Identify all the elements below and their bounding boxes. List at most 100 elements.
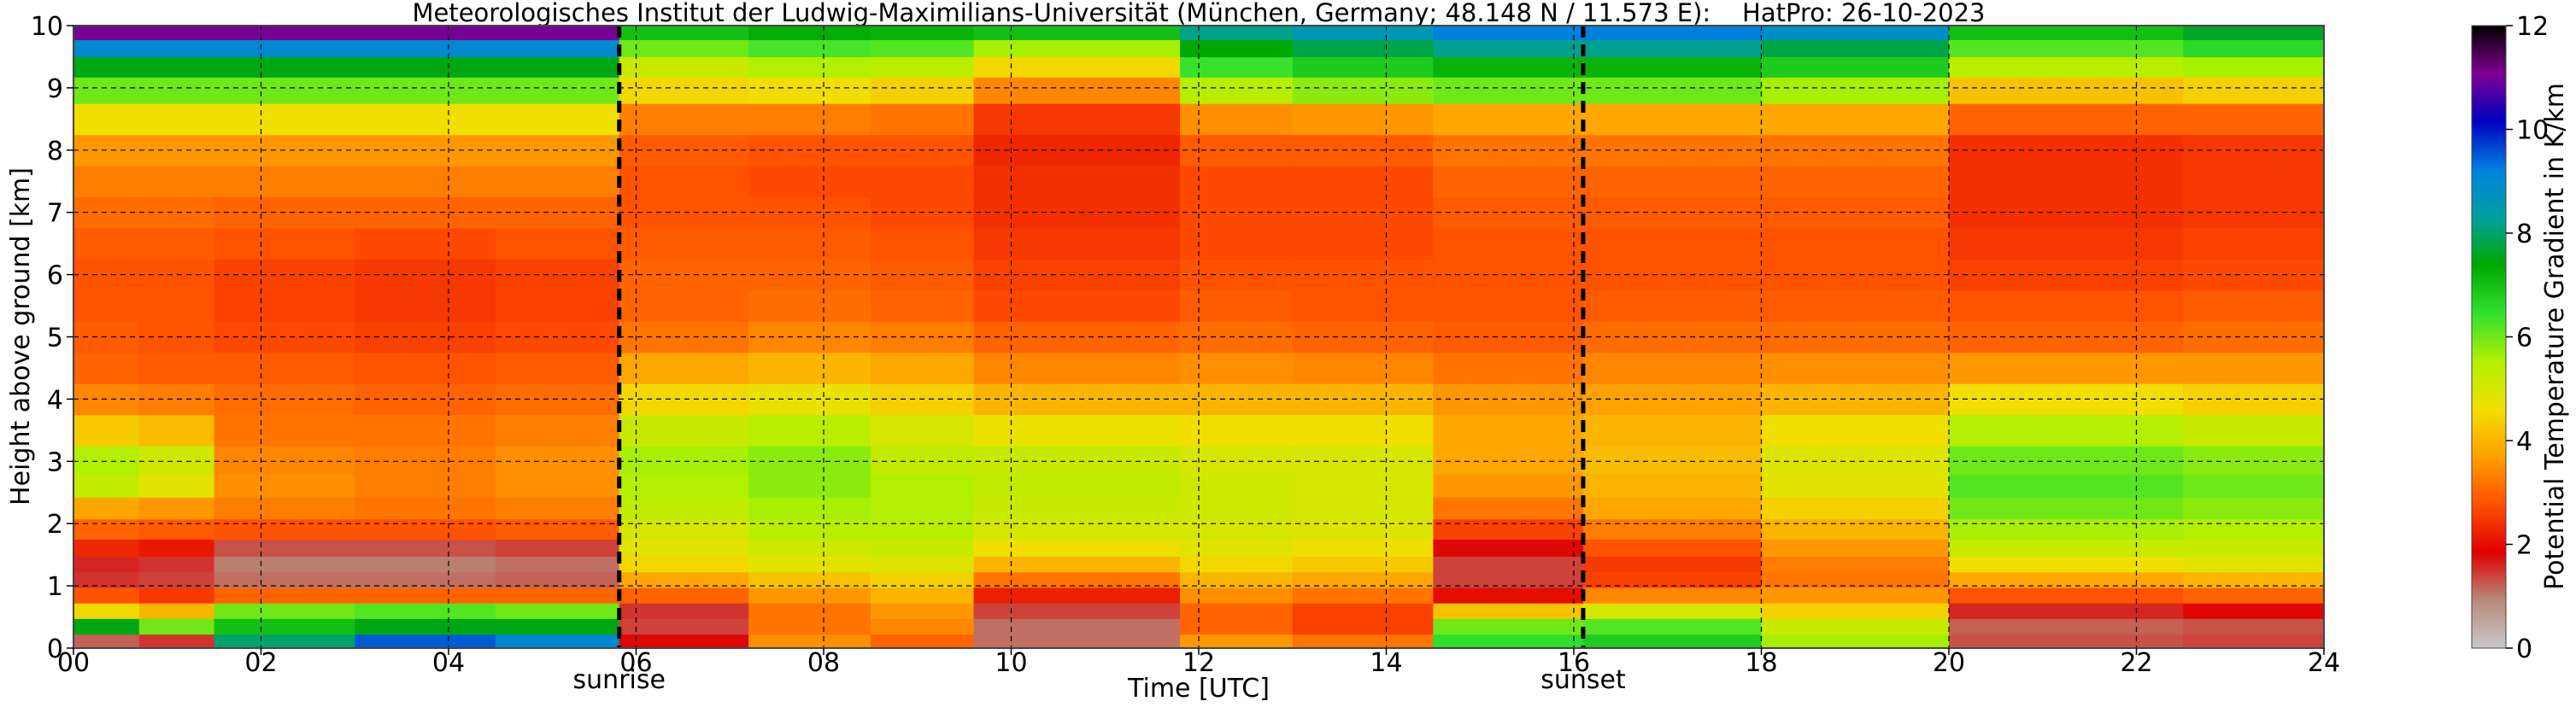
heatmap-cell	[973, 634, 1181, 648]
heatmap-cell	[214, 56, 355, 78]
heatmap-cell	[73, 352, 140, 384]
heatmap-cell	[73, 414, 140, 447]
heatmap-cell	[2183, 414, 2324, 447]
event-label: sunrise	[573, 665, 666, 695]
x-tick-label: 00	[57, 648, 90, 678]
heatmap-cell	[870, 56, 975, 78]
x-tick-label: 24	[2308, 648, 2340, 678]
heatmap-cell	[495, 518, 620, 540]
heatmap-cell	[1292, 39, 1434, 57]
heatmap-cell	[355, 603, 496, 619]
heatmap-cell	[214, 634, 355, 648]
y-tick-label: 7	[47, 199, 63, 229]
heatmap-cell	[2183, 103, 2324, 136]
heatmap-cell	[748, 571, 871, 588]
heatmap-cell	[870, 77, 975, 104]
heatmap-cell	[973, 352, 1181, 384]
heatmap-cell	[1949, 634, 2184, 648]
heatmap-cell	[495, 227, 620, 260]
heatmap-cell	[495, 556, 620, 573]
heatmap-cell	[1761, 497, 1950, 520]
heatmap-cell	[1292, 587, 1434, 604]
y-tick-label: 2	[47, 510, 63, 540]
heatmap-cell	[214, 473, 355, 498]
heatmap-cell	[1433, 603, 1584, 619]
heatmap-cell	[1180, 166, 1294, 198]
heatmap-cell	[1292, 26, 1434, 40]
heatmap-cell	[1949, 352, 2184, 384]
heatmap-cell	[214, 446, 355, 475]
heatmap-cell	[619, 166, 749, 198]
heatmap-cell	[1949, 26, 2184, 40]
heatmap-cell	[355, 103, 496, 136]
heatmap-cell	[1949, 587, 2184, 604]
heatmap-cell	[138, 227, 215, 260]
heatmap-cell	[748, 166, 871, 198]
heatmap-cell	[1180, 446, 1294, 475]
heatmap-cell	[748, 556, 871, 573]
heatmap-cell	[1180, 39, 1294, 57]
heatmap-cell	[1292, 56, 1434, 78]
heatmap-cell	[138, 571, 215, 588]
heatmap-cell	[619, 289, 749, 322]
heatmap-cell	[1761, 289, 1950, 322]
heatmap-cell	[748, 56, 871, 78]
heatmap-cell	[1949, 618, 2184, 635]
heatmap-cell	[355, 77, 496, 104]
heatmap-cell	[1180, 618, 1294, 635]
x-axis-ticks: 00 02 04 06 08 10 12 14 16 18 20 22 24	[57, 648, 2340, 678]
y-tick-label: 4	[47, 385, 63, 415]
heatmap-cell	[2183, 571, 2324, 588]
heatmap-cell	[1583, 571, 1763, 588]
x-axis-label: Time [UTC]	[1127, 674, 1270, 704]
colorbar-gradient	[2471, 25, 2507, 649]
heatmap-cell	[619, 414, 749, 447]
heatmap-cell	[355, 539, 496, 557]
heatmap-cell	[973, 39, 1181, 57]
heatmap-cell	[73, 603, 140, 619]
heatmap-cell	[138, 497, 215, 520]
heatmap-cell	[1180, 289, 1294, 322]
heatmap-cell	[1433, 26, 1584, 40]
heatmap-cell	[495, 103, 620, 136]
heatmap-cell	[973, 446, 1181, 475]
heatmap-cell	[619, 634, 749, 648]
heatmap-cell	[870, 556, 975, 573]
heatmap-cell	[870, 618, 975, 635]
heatmap-cell	[973, 618, 1181, 635]
heatmap-cell	[1583, 518, 1763, 540]
heatmap-cell	[1292, 539, 1434, 557]
heatmap-cell	[2183, 321, 2324, 354]
heatmap-cell	[619, 77, 749, 104]
heatmap-cell	[2183, 383, 2324, 416]
heatmap-cell	[1292, 352, 1434, 384]
heatmap-cell	[870, 166, 975, 198]
heatmap-cell	[1583, 473, 1763, 498]
heatmap-cell	[973, 56, 1181, 78]
heatmap-cell	[138, 166, 215, 198]
heatmap-cell	[1761, 603, 1950, 619]
heatmap-cell	[1761, 321, 1950, 354]
x-tick-label: 20	[1933, 648, 1965, 678]
heatmap-cell	[1583, 352, 1763, 384]
heatmap-cell	[1433, 587, 1584, 604]
heatmap-cell	[138, 539, 215, 557]
heatmap-cell	[355, 446, 496, 475]
heatmap-cell	[1761, 196, 1950, 229]
heatmap-cell	[1761, 259, 1950, 291]
heatmap-cell	[1761, 352, 1950, 384]
heatmap-cell	[73, 26, 140, 40]
heatmap-cell	[1949, 414, 2184, 447]
heatmap-cell	[1433, 539, 1584, 557]
heatmap-cell	[138, 39, 215, 57]
heatmap-cell	[1761, 556, 1950, 573]
heatmap-cell	[1949, 446, 2184, 475]
heatmap-cell	[1583, 556, 1763, 573]
heatmap-cell	[1761, 77, 1950, 104]
heatmap-cell	[2183, 352, 2324, 384]
heatmap-cell	[1433, 497, 1584, 520]
heatmap-cell	[619, 446, 749, 475]
heatmap-cell	[138, 556, 215, 573]
y-axis-label: Height above ground [km]	[6, 167, 36, 505]
